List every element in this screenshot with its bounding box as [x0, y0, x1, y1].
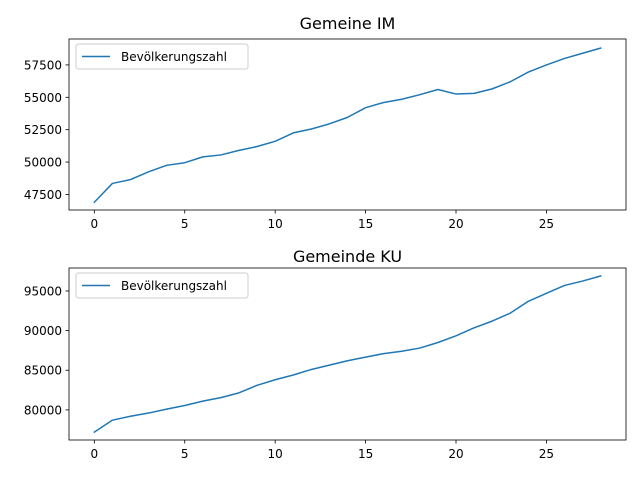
- x-tick-label: 25: [539, 447, 554, 461]
- chart-title: Gemeine IM: [300, 14, 396, 33]
- y-tick-label: 50000: [24, 156, 62, 170]
- x-tick-label: 0: [90, 217, 98, 231]
- subplot-gemeine-im: Gemeine IM 0 5 10 15 20 25 47500 50000 52500 55000…: [24, 14, 627, 231]
- series-line-0: [93, 47, 602, 204]
- x-tick-label: 0: [90, 447, 98, 461]
- x-tick-label: 10: [268, 447, 283, 461]
- axes-frame: [68, 38, 627, 211]
- subplot-gemeinde-ku: Gemeinde KU 0 5 10 15 20 25 80000 85000 90000 9500…: [24, 247, 627, 461]
- x-tick-label: 20: [448, 217, 463, 231]
- y-tick-label: 90000: [24, 324, 62, 338]
- x-tick-label: 5: [181, 217, 189, 231]
- x-tick-label: 25: [539, 217, 554, 231]
- x-tick-label: 15: [358, 217, 373, 231]
- legend-label: Bevölkerungszahl: [121, 279, 227, 293]
- y-tick-label: 57500: [24, 58, 62, 72]
- y-tick-label: 47500: [24, 188, 62, 202]
- y-tick-label: 52500: [24, 123, 62, 137]
- chart-title: Gemeinde KU: [293, 247, 402, 266]
- y-tick-label: 95000: [24, 284, 62, 298]
- x-tick-label: 20: [448, 447, 463, 461]
- y-tick-label: 85000: [24, 364, 62, 378]
- y-tick-label: 55000: [24, 91, 62, 105]
- legend-box: [75, 272, 249, 299]
- axes-frame: [68, 267, 627, 441]
- x-tick-label: 15: [358, 447, 373, 461]
- series-line-0: [93, 275, 602, 434]
- y-tick-label: 80000: [24, 403, 62, 417]
- legend-box: [75, 43, 249, 70]
- legend-label: Bevölkerungszahl: [121, 50, 227, 64]
- x-tick-label: 10: [268, 217, 283, 231]
- x-tick-label: 5: [181, 447, 189, 461]
